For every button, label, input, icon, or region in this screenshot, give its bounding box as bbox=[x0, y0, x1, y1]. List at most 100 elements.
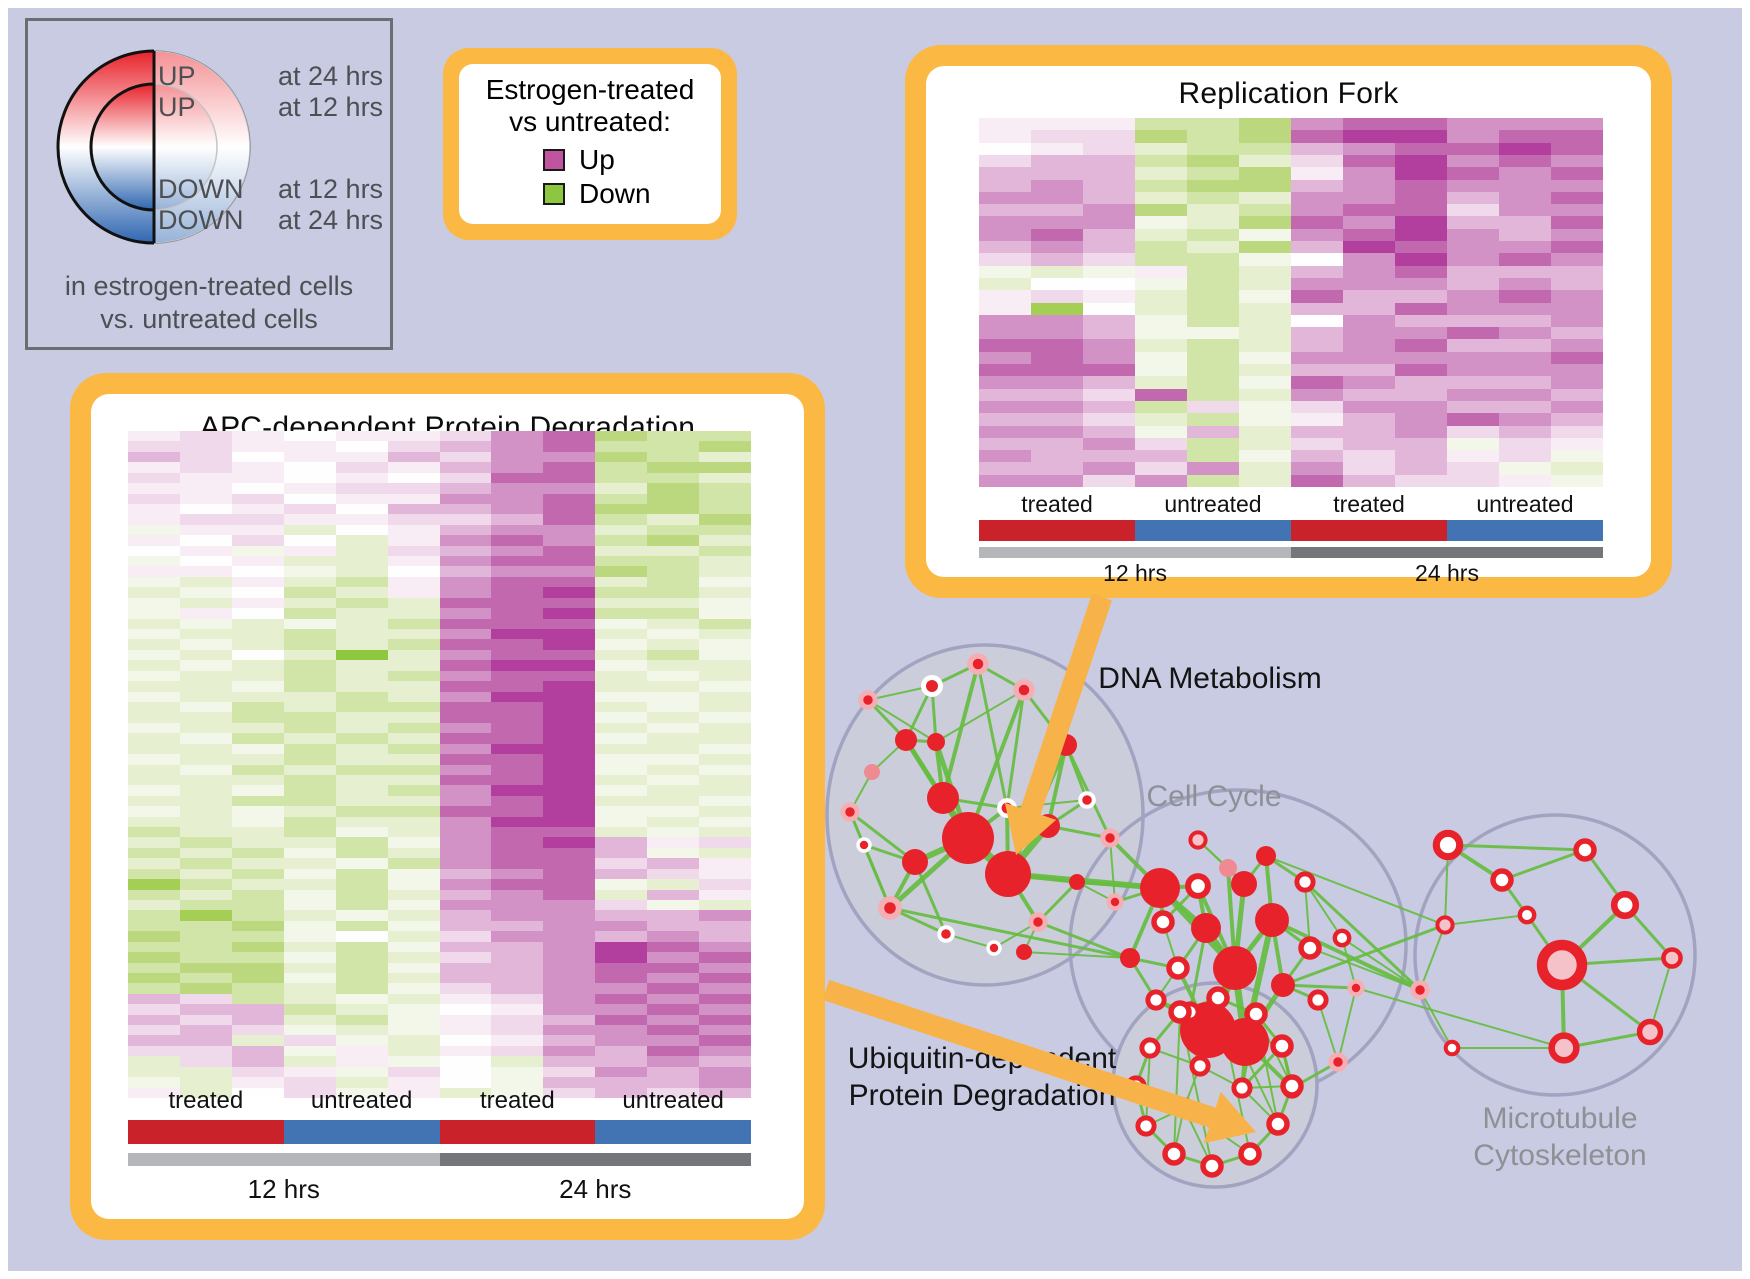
heatmap-cell bbox=[231, 868, 284, 880]
heatmap-cell bbox=[1187, 376, 1239, 389]
heatmap-cell bbox=[1031, 462, 1083, 475]
heatmap-cell bbox=[128, 774, 180, 786]
heatmap-cell bbox=[387, 889, 440, 900]
heatmap-cell bbox=[1447, 142, 1499, 155]
heatmap-cell bbox=[231, 858, 284, 869]
heatmap-cell bbox=[179, 441, 232, 452]
heatmap-cell bbox=[1291, 376, 1343, 389]
heatmap-cell bbox=[439, 660, 492, 671]
heatmap-cell bbox=[595, 493, 648, 504]
heatmap-cell bbox=[1135, 241, 1187, 254]
heatmap-cell bbox=[1395, 327, 1447, 340]
heatmap-cell bbox=[699, 670, 751, 682]
heatmap-cell bbox=[128, 639, 180, 650]
heatmap-cell bbox=[283, 608, 336, 619]
heatmap-cell bbox=[1083, 228, 1135, 241]
heatmap-cell bbox=[699, 858, 751, 869]
heatmap-cell bbox=[335, 858, 388, 869]
heatmap-cell bbox=[128, 608, 180, 619]
network-edge bbox=[849, 811, 865, 846]
network-edge bbox=[1188, 1010, 1210, 1032]
heatmap-cell bbox=[283, 1035, 336, 1046]
heatmap-cell bbox=[1395, 154, 1447, 168]
heatmap-cell bbox=[179, 524, 232, 536]
heatmap-cell bbox=[179, 722, 232, 734]
heatmap-cell bbox=[128, 1056, 180, 1067]
heatmap-cell bbox=[699, 1025, 751, 1036]
heatmap-cell bbox=[1447, 216, 1499, 229]
heatmap-cell bbox=[283, 451, 336, 463]
heatmap-cell bbox=[439, 535, 492, 546]
heatmap-cell bbox=[1551, 228, 1603, 241]
heatmap-cell bbox=[491, 629, 544, 640]
heatmap-cell bbox=[179, 462, 232, 473]
heatmap-cell bbox=[1343, 167, 1395, 180]
network-edge bbox=[1281, 983, 1358, 990]
heatmap-cell bbox=[231, 483, 284, 494]
heatmap-cell bbox=[179, 858, 232, 869]
heatmap-cell bbox=[283, 910, 336, 921]
heatmap-cell bbox=[595, 764, 648, 775]
network-edge bbox=[1046, 743, 1068, 828]
heatmap-cell bbox=[699, 1066, 751, 1078]
heatmap-cell bbox=[1343, 241, 1395, 254]
heatmap-cell bbox=[387, 1087, 440, 1098]
heatmap-cell bbox=[1031, 154, 1083, 168]
heatmap-cell bbox=[699, 629, 751, 640]
heatmap-cell bbox=[179, 701, 232, 713]
rf-panel-title: Replication Fork bbox=[1178, 77, 1399, 110]
heatmap-cell bbox=[1135, 290, 1187, 303]
heatmap-cell bbox=[1447, 462, 1499, 475]
network-edge bbox=[933, 739, 971, 841]
heatmap-cell bbox=[1499, 204, 1551, 217]
heatmap-cell bbox=[979, 413, 1031, 426]
network-edge bbox=[862, 843, 892, 910]
heatmap-cell bbox=[439, 920, 492, 932]
network-edge bbox=[867, 685, 933, 701]
heatmap-cell bbox=[1343, 142, 1395, 155]
heatmap-cell bbox=[491, 576, 544, 588]
heatmap-cell bbox=[543, 941, 596, 953]
heatmap-cell bbox=[179, 545, 232, 557]
network-edge bbox=[930, 662, 980, 688]
network-edge bbox=[1446, 843, 1587, 852]
heatmap-cell bbox=[1395, 167, 1447, 180]
network-edge bbox=[1242, 982, 1286, 1045]
heatmap-cell bbox=[979, 241, 1031, 254]
heatmap-cell bbox=[543, 962, 596, 973]
heatmap-cell bbox=[1291, 118, 1343, 131]
heatmap-cell bbox=[543, 639, 596, 650]
heatmap-cell bbox=[179, 899, 232, 911]
heatmap-cell bbox=[1135, 450, 1187, 463]
network-edge bbox=[1108, 836, 1162, 890]
heatmap-cell bbox=[647, 660, 700, 671]
network-edge bbox=[1005, 688, 1026, 810]
network-edge bbox=[1623, 903, 1674, 960]
network-node bbox=[1162, 1142, 1186, 1166]
heatmap-cell bbox=[543, 1014, 596, 1026]
cluster-label-3: Ubiquitin-dependent bbox=[848, 1042, 1117, 1075]
heatmap-cell bbox=[1447, 351, 1499, 364]
heatmap-cell bbox=[595, 514, 648, 525]
heatmap-cell bbox=[179, 941, 232, 953]
heatmap-cell bbox=[283, 1066, 336, 1078]
heatmap-cell bbox=[1031, 228, 1083, 241]
heatmap-cell bbox=[979, 400, 1031, 414]
panel-link-arrow-shaft-1 bbox=[822, 980, 1221, 1130]
heatmap-cell bbox=[699, 701, 751, 713]
heatmap-cell bbox=[1031, 400, 1083, 414]
heatmap-cell bbox=[543, 1066, 596, 1078]
heatmap-cell bbox=[647, 858, 700, 869]
heatmap-cell bbox=[543, 597, 596, 609]
heatmap-cell bbox=[439, 576, 492, 588]
heatmap-cell bbox=[595, 712, 648, 723]
network-node bbox=[1443, 1039, 1461, 1057]
heatmap-cell bbox=[283, 722, 336, 734]
network-node bbox=[902, 849, 928, 875]
heatmap-cell bbox=[1239, 327, 1291, 340]
heatmap-cell bbox=[647, 827, 700, 838]
heatmap-cell bbox=[128, 566, 180, 577]
heatmap-cell bbox=[543, 806, 596, 817]
network-node bbox=[858, 690, 878, 710]
network-edge bbox=[1109, 837, 1116, 903]
